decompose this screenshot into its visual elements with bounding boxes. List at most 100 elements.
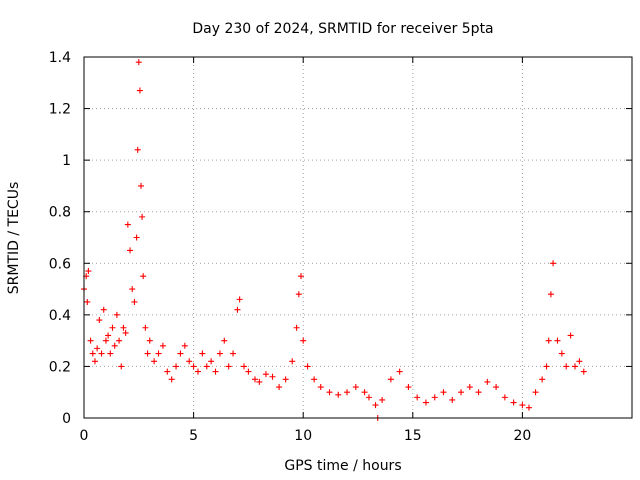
data-point — [236, 296, 243, 303]
data-point — [431, 394, 438, 401]
data-point — [135, 59, 142, 66]
x-tick-label: 20 — [513, 428, 531, 444]
data-point — [576, 358, 583, 365]
data-point — [164, 368, 171, 375]
data-point — [168, 376, 175, 383]
y-axis-label: SRMTID / TECUs — [6, 182, 22, 295]
data-point — [230, 350, 237, 357]
data-point — [212, 368, 219, 375]
data-point — [140, 273, 147, 280]
data-point — [111, 342, 118, 349]
data-point — [194, 368, 201, 375]
y-tick-label: 0 — [62, 411, 71, 427]
data-point — [84, 298, 91, 305]
data-point — [155, 350, 162, 357]
data-point — [372, 402, 379, 409]
data-point — [118, 363, 125, 370]
y-tick-label: 0.8 — [49, 205, 71, 221]
data-point — [493, 384, 500, 391]
data-point — [525, 404, 532, 411]
data-point — [109, 324, 116, 331]
data-point — [580, 368, 587, 375]
data-point — [181, 342, 188, 349]
data-point — [352, 384, 359, 391]
data-point — [387, 376, 394, 383]
data-point — [107, 350, 114, 357]
x-tick-label: 0 — [80, 428, 89, 444]
data-point — [234, 306, 241, 313]
data-point — [251, 376, 258, 383]
data-point — [539, 376, 546, 383]
data-point — [134, 146, 141, 153]
data-point — [146, 337, 153, 344]
data-point — [550, 260, 557, 267]
data-point — [116, 337, 123, 344]
data-point — [203, 363, 210, 370]
data-point — [137, 182, 144, 189]
data-point — [572, 363, 579, 370]
data-point — [304, 363, 311, 370]
data-point — [245, 368, 252, 375]
y-tick-label: 0.6 — [49, 256, 71, 272]
data-point — [293, 324, 300, 331]
data-point — [547, 291, 554, 298]
data-point — [144, 350, 151, 357]
data-point — [87, 337, 94, 344]
data-point — [225, 363, 232, 370]
data-point — [300, 337, 307, 344]
data-point — [208, 358, 215, 365]
data-point — [317, 384, 324, 391]
data-point — [127, 247, 134, 254]
data-point — [199, 350, 206, 357]
data-point — [475, 389, 482, 396]
data-point — [98, 350, 105, 357]
data-point — [269, 373, 276, 380]
data-point — [282, 376, 289, 383]
data-point — [379, 396, 386, 403]
data-point — [501, 394, 508, 401]
data-point — [519, 402, 526, 409]
x-tick-label: 10 — [294, 428, 312, 444]
data-point — [186, 358, 193, 365]
data-point — [466, 384, 473, 391]
data-point — [100, 306, 107, 313]
data-point — [558, 350, 565, 357]
y-tick-label: 1.2 — [49, 102, 71, 118]
data-points — [81, 59, 587, 421]
x-tick-label: 5 — [189, 428, 198, 444]
data-point — [177, 350, 184, 357]
data-point — [396, 368, 403, 375]
data-point — [96, 317, 103, 324]
data-point — [91, 358, 98, 365]
data-point — [326, 389, 333, 396]
data-point — [151, 358, 158, 365]
data-point — [532, 389, 539, 396]
data-point — [295, 291, 302, 298]
data-point — [159, 342, 166, 349]
plot-frame — [83, 56, 633, 419]
data-point — [129, 286, 136, 293]
data-point — [311, 376, 318, 383]
y-tick-label: 0.2 — [49, 359, 71, 375]
data-point — [173, 363, 180, 370]
data-point — [241, 363, 248, 370]
data-point — [89, 350, 96, 357]
data-point — [414, 394, 421, 401]
data-point — [105, 332, 112, 339]
data-point — [449, 396, 456, 403]
data-point — [120, 324, 127, 331]
data-point — [422, 399, 429, 406]
data-point — [335, 391, 342, 398]
data-point — [484, 378, 491, 385]
chart-title: Day 230 of 2024, SRMTID for receiver 5pt… — [192, 21, 493, 37]
data-point — [361, 389, 368, 396]
data-point — [458, 389, 465, 396]
data-point — [139, 213, 146, 220]
y-tick-label: 0.4 — [49, 308, 71, 324]
data-point — [136, 87, 143, 94]
data-point — [102, 337, 109, 344]
data-point — [567, 332, 574, 339]
data-point — [85, 268, 92, 275]
y-tick-label: 1 — [62, 153, 71, 169]
